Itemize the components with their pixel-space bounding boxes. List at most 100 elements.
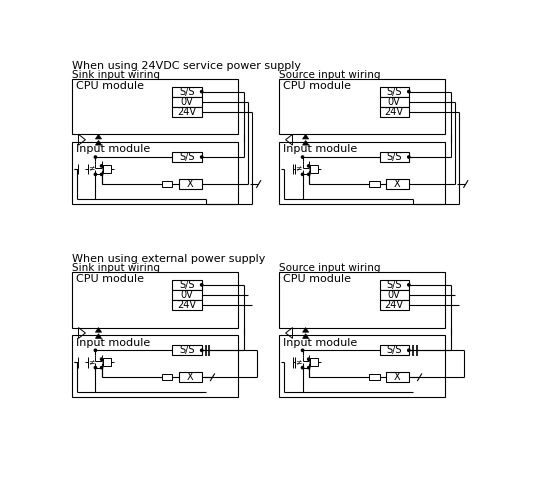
Text: Input module: Input module bbox=[284, 337, 358, 347]
Polygon shape bbox=[96, 334, 101, 338]
Bar bbox=[103, 165, 111, 173]
Bar bbox=[279, 335, 445, 397]
Bar bbox=[172, 345, 202, 355]
Polygon shape bbox=[302, 141, 309, 145]
Polygon shape bbox=[302, 334, 309, 338]
Polygon shape bbox=[96, 134, 101, 139]
Bar bbox=[380, 280, 409, 290]
Text: Source input wiring: Source input wiring bbox=[279, 70, 381, 80]
Text: X: X bbox=[187, 179, 193, 189]
Text: ≠: ≠ bbox=[295, 358, 302, 367]
Text: S/S: S/S bbox=[387, 86, 402, 96]
Circle shape bbox=[408, 284, 410, 286]
Text: ≠: ≠ bbox=[295, 165, 302, 173]
Circle shape bbox=[100, 173, 103, 175]
Text: 0V: 0V bbox=[180, 290, 193, 300]
Circle shape bbox=[408, 156, 410, 158]
Polygon shape bbox=[96, 328, 101, 332]
Text: X: X bbox=[187, 372, 193, 382]
Bar bbox=[172, 152, 202, 162]
Text: Input module: Input module bbox=[76, 337, 150, 347]
Bar bbox=[162, 374, 172, 380]
Text: S/S: S/S bbox=[387, 280, 402, 290]
Circle shape bbox=[301, 156, 304, 158]
Circle shape bbox=[95, 366, 97, 369]
Bar bbox=[279, 272, 445, 328]
Bar bbox=[72, 335, 238, 397]
Text: S/S: S/S bbox=[179, 345, 195, 355]
Text: S/S: S/S bbox=[387, 152, 402, 162]
Bar bbox=[380, 300, 409, 310]
Polygon shape bbox=[302, 134, 309, 139]
Bar bbox=[380, 152, 409, 162]
Bar bbox=[310, 165, 318, 173]
Text: 0V: 0V bbox=[388, 290, 401, 300]
Text: 24V: 24V bbox=[178, 300, 197, 310]
Bar bbox=[380, 290, 409, 300]
Circle shape bbox=[200, 284, 203, 286]
Bar bbox=[72, 142, 238, 204]
Circle shape bbox=[200, 90, 203, 93]
Circle shape bbox=[100, 165, 103, 167]
Bar bbox=[103, 358, 111, 366]
Bar bbox=[179, 372, 202, 382]
Text: 24V: 24V bbox=[178, 107, 197, 117]
Text: Sink input wiring: Sink input wiring bbox=[72, 70, 161, 80]
Bar bbox=[172, 280, 202, 290]
Text: When using external power supply: When using external power supply bbox=[72, 254, 266, 264]
Bar bbox=[72, 272, 238, 328]
Bar bbox=[279, 142, 445, 204]
Text: 0V: 0V bbox=[180, 96, 193, 106]
Polygon shape bbox=[96, 141, 101, 145]
Bar bbox=[279, 79, 445, 134]
Text: S/S: S/S bbox=[387, 345, 402, 355]
Bar bbox=[386, 179, 409, 189]
Circle shape bbox=[95, 156, 97, 158]
Text: CPU module: CPU module bbox=[284, 81, 351, 91]
Bar bbox=[172, 300, 202, 310]
Circle shape bbox=[100, 366, 103, 369]
Circle shape bbox=[95, 173, 97, 175]
Text: S/S: S/S bbox=[179, 280, 195, 290]
Bar bbox=[72, 79, 238, 134]
Bar bbox=[172, 86, 202, 96]
Text: X: X bbox=[394, 372, 401, 382]
Bar bbox=[369, 374, 380, 380]
Bar bbox=[172, 96, 202, 107]
Text: CPU module: CPU module bbox=[284, 274, 351, 284]
Bar bbox=[310, 358, 318, 366]
Text: S/S: S/S bbox=[179, 152, 195, 162]
Text: Input module: Input module bbox=[284, 144, 358, 155]
Circle shape bbox=[408, 90, 410, 93]
Circle shape bbox=[200, 349, 203, 351]
Bar bbox=[380, 345, 409, 355]
Bar bbox=[380, 96, 409, 107]
Text: Sink input wiring: Sink input wiring bbox=[72, 263, 161, 273]
Text: ≠: ≠ bbox=[89, 165, 95, 173]
Bar bbox=[179, 179, 202, 189]
Bar bbox=[380, 107, 409, 117]
Bar bbox=[172, 107, 202, 117]
Text: X: X bbox=[394, 179, 401, 189]
Circle shape bbox=[100, 358, 103, 360]
Text: S/S: S/S bbox=[179, 86, 195, 96]
Text: CPU module: CPU module bbox=[76, 274, 144, 284]
Bar bbox=[369, 181, 380, 187]
Text: 24V: 24V bbox=[384, 107, 404, 117]
Bar bbox=[380, 86, 409, 96]
Circle shape bbox=[95, 349, 97, 351]
Text: When using 24VDC service power supply: When using 24VDC service power supply bbox=[72, 61, 301, 71]
Circle shape bbox=[308, 358, 310, 360]
Bar bbox=[172, 290, 202, 300]
Circle shape bbox=[200, 156, 203, 158]
Text: 24V: 24V bbox=[384, 300, 404, 310]
Text: 0V: 0V bbox=[388, 96, 401, 106]
Circle shape bbox=[301, 349, 304, 351]
Text: CPU module: CPU module bbox=[76, 81, 144, 91]
Circle shape bbox=[308, 366, 310, 369]
Polygon shape bbox=[302, 328, 309, 332]
Circle shape bbox=[301, 173, 304, 175]
Circle shape bbox=[308, 165, 310, 167]
Text: Input module: Input module bbox=[76, 144, 150, 155]
Circle shape bbox=[408, 349, 410, 351]
